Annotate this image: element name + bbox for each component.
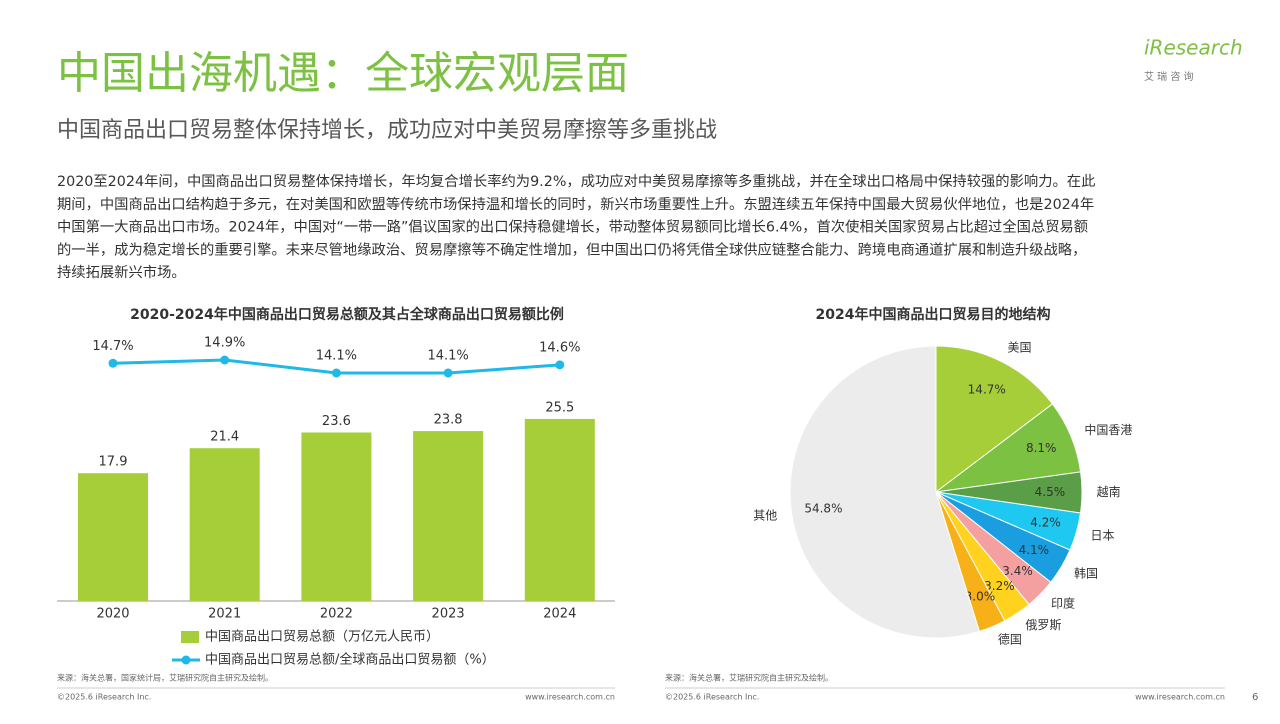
value-label: 23.6 xyxy=(322,414,351,429)
category-label: 韩国 xyxy=(1074,566,1098,581)
body-line: 持续拓展新兴市场。 xyxy=(57,264,186,281)
value-label: 14.1% xyxy=(316,349,357,364)
body-line: 的一半，成为稳定增长的重要引擎。未来尽管地缘政治、贸易摩擦等不确定性增加，但中国… xyxy=(57,240,1086,258)
category-label: 俄罗斯 xyxy=(1025,618,1061,632)
bar xyxy=(413,431,484,601)
value-label: 3.4% xyxy=(1002,564,1033,578)
value-label: 3.2% xyxy=(984,579,1015,593)
source: 来源：海关总署，国家统计局，艾瑞研究院自主研究及绘制。 xyxy=(57,673,273,683)
pie-slice xyxy=(789,345,980,639)
value-label: 4.2% xyxy=(1030,516,1061,530)
body-line: 2020至2024年间，中国商品出口贸易整体保持增长，年均复合增长率约为9.2%… xyxy=(57,172,1095,190)
value-label: 14.9% xyxy=(204,336,245,351)
copyright: ©2025.6 iResearch Inc. xyxy=(57,693,151,702)
url: www.iresearch.com.cn xyxy=(525,693,615,702)
body-line: 期间，中国商品出口结构趋于多元，在对美国和欧盟等传统市场保持温和增长的同时，新兴… xyxy=(57,195,1094,213)
source: 来源：海关总署，艾瑞研究院自主研究及绘制。 xyxy=(665,673,833,683)
legend-label: 中国商品出口贸易总额（万亿元人民币） xyxy=(205,630,439,645)
body-text: 2020至2024年间，中国商品出口贸易整体保持增长，年均复合增长率约为9.2%… xyxy=(57,172,1095,281)
pie-slice xyxy=(935,345,1054,494)
x-tick-label: 2021 xyxy=(208,607,241,622)
line-point xyxy=(108,358,118,368)
line-point xyxy=(555,360,565,370)
value-label: 4.5% xyxy=(1035,485,1066,499)
bar xyxy=(189,448,260,601)
category-label: 印度 xyxy=(1051,596,1075,611)
category-label: 中国香港 xyxy=(1084,422,1132,437)
value-label: 14.7% xyxy=(968,383,1006,397)
value-label: 21.4 xyxy=(210,430,239,445)
copyright: ©2025.6 iResearch Inc. xyxy=(665,693,759,702)
value-label: 14.1% xyxy=(427,349,468,364)
line-point xyxy=(220,355,230,365)
x-tick-label: 2022 xyxy=(320,607,353,622)
url: www.iresearch.com.cn xyxy=(1135,693,1225,702)
chart-title: 2020-2024年中国商品出口贸易总额及其占全球商品出口贸易额比例 xyxy=(130,306,564,323)
value-label: 25.5 xyxy=(545,400,574,415)
bar xyxy=(78,473,148,601)
logo: iResearch xyxy=(1144,36,1243,60)
title: 中国出海机遇：全球宏观层面 xyxy=(57,48,629,99)
value-label: 23.8 xyxy=(434,413,463,428)
category-label: 美国 xyxy=(1008,341,1032,355)
value-label: 8.1% xyxy=(1026,441,1057,455)
legend-swatch xyxy=(181,631,199,643)
x-tick-label: 2020 xyxy=(96,607,129,622)
value-label: 4.1% xyxy=(1019,543,1050,557)
legend-swatch xyxy=(181,655,191,665)
value-label: 14.7% xyxy=(92,339,133,354)
category-label: 日本 xyxy=(1091,528,1115,542)
x-tick-label: 2023 xyxy=(432,607,465,622)
line-point xyxy=(331,368,341,378)
value-label: 14.6% xyxy=(539,340,580,355)
legend-label: 中国商品出口贸易总额/全球商品出口贸易额（%） xyxy=(205,652,495,668)
logo-cn: 艾 瑞 咨 询 xyxy=(1144,70,1194,83)
value-label: 54.8% xyxy=(804,502,842,516)
chart-title: 2024年中国商品出口贸易目的地结构 xyxy=(816,306,1051,323)
category-label: 其他 xyxy=(753,509,777,523)
value-label: 17.9 xyxy=(99,455,128,470)
category-label: 德国 xyxy=(998,632,1022,647)
x-tick-label: 2024 xyxy=(543,607,576,622)
bar xyxy=(301,432,372,601)
value-label: 3.0% xyxy=(965,590,996,604)
page-number: 6 xyxy=(1252,692,1258,703)
bar xyxy=(524,418,595,601)
category-label: 越南 xyxy=(1097,484,1121,499)
body-line: 中国第一大商品出口市场。2024年，中国对“一带一路”倡议国家的出口保持稳健增长… xyxy=(57,218,1088,236)
line-point xyxy=(443,368,453,378)
subtitle: 中国商品出口贸易整体保持增长，成功应对中美贸易摩擦等多重挑战 xyxy=(57,118,717,143)
